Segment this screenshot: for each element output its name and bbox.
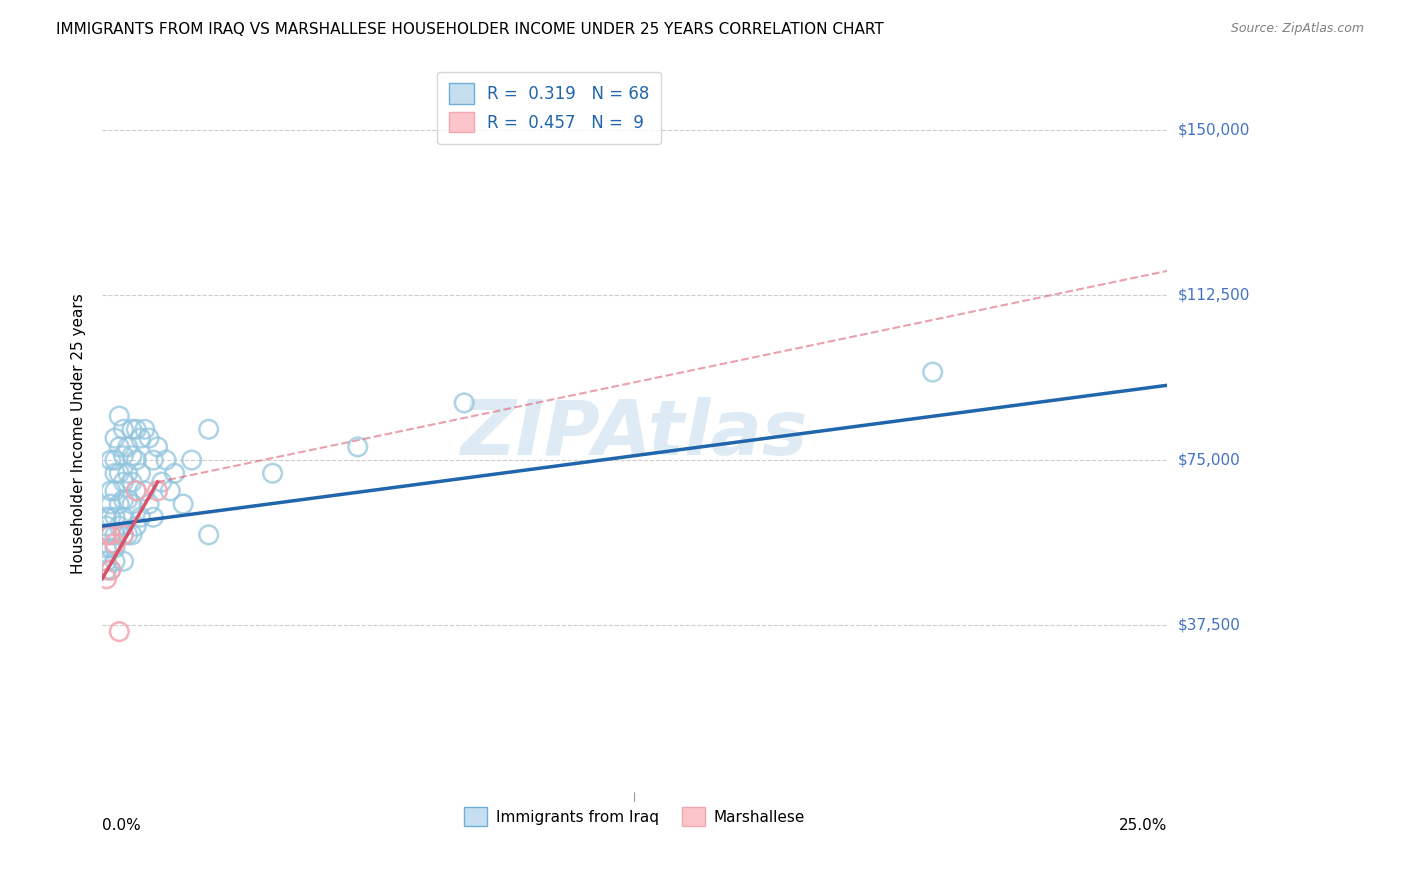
Point bbox=[146, 440, 169, 454]
Point bbox=[104, 453, 127, 467]
Point bbox=[150, 475, 173, 489]
Point bbox=[108, 409, 131, 423]
Point bbox=[134, 422, 156, 436]
Point bbox=[108, 440, 131, 454]
Point bbox=[112, 422, 135, 436]
Point bbox=[155, 453, 177, 467]
Point bbox=[112, 475, 135, 489]
Text: IMMIGRANTS FROM IRAQ VS MARSHALLESE HOUSEHOLDER INCOME UNDER 25 YEARS CORRELATIO: IMMIGRANTS FROM IRAQ VS MARSHALLESE HOUS… bbox=[56, 22, 884, 37]
Point bbox=[138, 431, 160, 445]
Point bbox=[112, 528, 135, 542]
Point bbox=[104, 431, 127, 445]
Point bbox=[134, 483, 156, 498]
Text: Source: ZipAtlas.com: Source: ZipAtlas.com bbox=[1230, 22, 1364, 36]
Point bbox=[129, 467, 152, 481]
Text: $75,000: $75,000 bbox=[1178, 452, 1240, 467]
Point bbox=[142, 453, 165, 467]
Point bbox=[121, 497, 143, 511]
Point bbox=[138, 497, 160, 511]
Point bbox=[104, 467, 127, 481]
Point bbox=[108, 624, 131, 639]
Point bbox=[125, 483, 148, 498]
Point bbox=[117, 528, 139, 542]
Point bbox=[346, 440, 368, 454]
Point bbox=[96, 510, 118, 524]
Point bbox=[197, 422, 219, 436]
Point bbox=[100, 563, 122, 577]
Text: $150,000: $150,000 bbox=[1178, 123, 1250, 137]
Point bbox=[96, 528, 118, 542]
Point bbox=[172, 497, 194, 511]
Point bbox=[104, 536, 127, 550]
Point bbox=[96, 541, 118, 555]
Point bbox=[100, 528, 122, 542]
Point bbox=[100, 453, 122, 467]
Legend: Immigrants from Iraq, Marshallese: Immigrants from Iraq, Marshallese bbox=[458, 801, 811, 832]
Point bbox=[117, 440, 139, 454]
Point bbox=[121, 422, 143, 436]
Point bbox=[96, 554, 118, 568]
Point bbox=[112, 554, 135, 568]
Point bbox=[112, 492, 135, 507]
Point bbox=[129, 510, 152, 524]
Point bbox=[125, 519, 148, 533]
Point bbox=[125, 422, 148, 436]
Point bbox=[100, 483, 122, 498]
Point bbox=[117, 467, 139, 481]
Point bbox=[146, 483, 169, 498]
Y-axis label: Householder Income Under 25 years: Householder Income Under 25 years bbox=[72, 293, 86, 574]
Point bbox=[104, 510, 127, 524]
Point bbox=[121, 528, 143, 542]
Point bbox=[108, 467, 131, 481]
Text: 25.0%: 25.0% bbox=[1119, 819, 1167, 833]
Point bbox=[96, 563, 118, 577]
Point bbox=[117, 492, 139, 507]
Point bbox=[112, 449, 135, 463]
Text: $37,500: $37,500 bbox=[1178, 617, 1241, 632]
Point bbox=[125, 453, 148, 467]
Point bbox=[262, 467, 284, 481]
Point bbox=[104, 554, 127, 568]
Point bbox=[121, 475, 143, 489]
Point bbox=[100, 541, 122, 555]
Point bbox=[108, 519, 131, 533]
Point bbox=[100, 510, 122, 524]
Point bbox=[121, 449, 143, 463]
Point bbox=[129, 431, 152, 445]
Point bbox=[104, 528, 127, 542]
Point bbox=[125, 483, 148, 498]
Point bbox=[180, 453, 202, 467]
Point bbox=[159, 483, 181, 498]
Point bbox=[197, 528, 219, 542]
Point bbox=[96, 528, 118, 542]
Point bbox=[100, 528, 122, 542]
Point bbox=[100, 497, 122, 511]
Point bbox=[453, 396, 475, 410]
Point bbox=[96, 572, 118, 586]
Point bbox=[104, 483, 127, 498]
Text: 0.0%: 0.0% bbox=[103, 819, 141, 833]
Point bbox=[142, 510, 165, 524]
Point bbox=[100, 563, 122, 577]
Point bbox=[108, 497, 131, 511]
Point bbox=[921, 365, 943, 379]
Text: $112,500: $112,500 bbox=[1178, 287, 1250, 302]
Point bbox=[163, 467, 186, 481]
Point bbox=[112, 528, 135, 542]
Text: ZIPAtlas: ZIPAtlas bbox=[461, 397, 808, 471]
Point bbox=[104, 541, 127, 555]
Point bbox=[112, 510, 135, 524]
Point bbox=[96, 519, 118, 533]
